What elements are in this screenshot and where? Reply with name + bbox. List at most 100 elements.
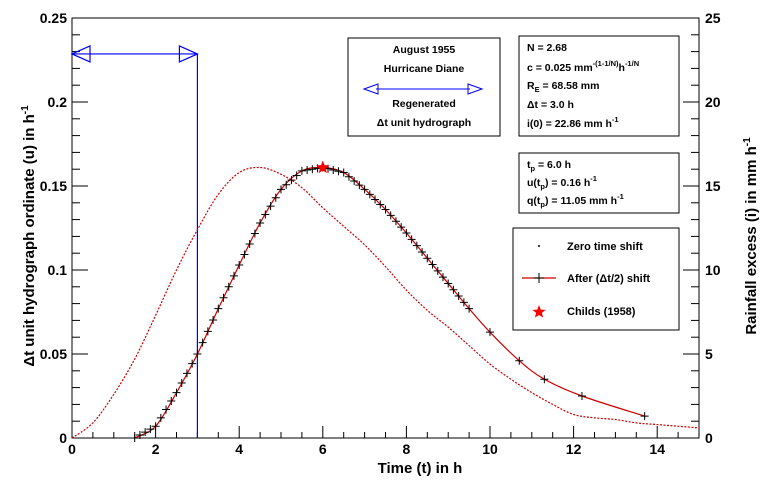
peak-box: tp = 6.0 h u(tp) = 0.16 h-1 q(tp) = 11.0… bbox=[518, 152, 680, 214]
data-point-marker bbox=[167, 397, 176, 406]
data-point-marker bbox=[256, 218, 265, 227]
data-point-marker bbox=[229, 271, 238, 280]
data-point-marker bbox=[449, 285, 458, 294]
data-point-marker bbox=[397, 223, 406, 232]
y-axis-label: Δt unit hydrograph ordinate (u) in h-1 bbox=[20, 105, 38, 367]
data-point-marker bbox=[344, 172, 353, 181]
legend-dot-marker bbox=[538, 245, 540, 247]
data-point-marker bbox=[277, 185, 285, 194]
parameter-box: N = 2.68 c = 0.025 mm-(1-1/N)h-1/N RE = … bbox=[518, 35, 680, 137]
data-point-marker bbox=[292, 171, 301, 180]
data-point-marker bbox=[198, 338, 207, 347]
x-tick-label: 4 bbox=[235, 441, 243, 457]
data-point-marker bbox=[407, 235, 416, 244]
data-point-marker bbox=[339, 168, 348, 177]
param-dt: Δt = 3.0 h bbox=[527, 99, 574, 111]
peak-u: u(tp) = 0.16 h-1 bbox=[527, 174, 597, 191]
legend-star-icon bbox=[532, 305, 546, 318]
peak-tp: tp = 6.0 h bbox=[527, 159, 571, 173]
data-point-marker bbox=[282, 180, 291, 189]
data-point-marker bbox=[329, 166, 338, 175]
legend-entry-zero-shift: Zero time shift bbox=[538, 241, 643, 253]
y2-tick-label: 25 bbox=[705, 10, 721, 26]
event-line-4: Δt unit hydrograph bbox=[377, 117, 471, 129]
axes: 0 2 4 6 8 10 12 14 0 0.05 0.1 0.15 0.2 0.25 0 5 10 15 20 25 bbox=[40, 10, 721, 457]
data-point-marker bbox=[156, 413, 165, 422]
data-point-marker bbox=[640, 412, 649, 421]
data-point-marker bbox=[203, 327, 212, 336]
x-tick-label: 2 bbox=[152, 441, 160, 457]
series-zero-shift-line bbox=[71, 166, 700, 439]
data-point-marker bbox=[454, 292, 463, 301]
y2-tick-label: 15 bbox=[705, 178, 721, 194]
legend-entry-childs: Childs (1958) bbox=[532, 305, 636, 318]
data-point-marker bbox=[355, 181, 364, 190]
event-line-3: Regenerated bbox=[392, 98, 456, 110]
data-point-marker bbox=[428, 260, 437, 269]
legend: Zero time shift After (Δt/2) shift Child… bbox=[512, 227, 680, 331]
data-point-marker bbox=[376, 200, 385, 209]
data-point-marker bbox=[250, 229, 259, 238]
y-tick-label: 0.05 bbox=[40, 346, 67, 362]
data-point-marker bbox=[418, 247, 427, 256]
x-tick-label: 0 bbox=[68, 441, 76, 457]
legend-label-shifted: After (Δt/2) shift bbox=[567, 273, 650, 285]
y-tick-label: 0.1 bbox=[48, 262, 68, 278]
data-point-marker bbox=[402, 229, 411, 238]
data-point-marker bbox=[162, 405, 171, 414]
data-point-marker bbox=[515, 356, 524, 365]
data-point-marker bbox=[433, 266, 442, 275]
legend-label-childs: Childs (1958) bbox=[567, 306, 636, 318]
data-point-marker bbox=[287, 176, 296, 185]
data-point-marker bbox=[193, 350, 202, 358]
data-point-marker bbox=[465, 304, 474, 313]
x-tick-label: 8 bbox=[403, 441, 411, 457]
y2-tick-label: 20 bbox=[705, 94, 721, 110]
series-layer bbox=[71, 160, 700, 442]
x-tick-label: 10 bbox=[482, 441, 498, 457]
y-tick-label: 0.2 bbox=[48, 94, 68, 110]
data-point-marker bbox=[172, 388, 181, 397]
data-point-marker bbox=[151, 422, 160, 431]
data-point-marker bbox=[235, 260, 244, 269]
event-line-2: Hurricane Diane bbox=[384, 63, 465, 75]
data-point-marker bbox=[577, 392, 586, 400]
data-point-marker bbox=[486, 328, 494, 337]
data-point-marker bbox=[261, 210, 270, 219]
param-i0: i(0) = 22.86 mm h-1 bbox=[527, 115, 619, 130]
data-point-marker bbox=[219, 293, 228, 302]
data-point-marker bbox=[423, 254, 432, 263]
x-axis-label: Time (t) in h bbox=[378, 460, 463, 477]
x-tick-label: 14 bbox=[649, 441, 665, 457]
data-point-marker bbox=[365, 190, 374, 199]
data-point-marker bbox=[182, 369, 191, 378]
y2-tick-label: 10 bbox=[705, 262, 721, 278]
data-point-marker bbox=[245, 239, 254, 248]
data-point-marker bbox=[209, 315, 218, 324]
peak-q: q(tp) = 11.05 mm h-1 bbox=[527, 192, 624, 209]
data-point-marker bbox=[130, 434, 139, 442]
data-point-marker bbox=[224, 282, 233, 291]
data-point-marker bbox=[141, 428, 150, 437]
data-point-marker bbox=[391, 217, 400, 226]
event-annotation-box: August 1955 Hurricane Diane Regenerated … bbox=[347, 37, 501, 137]
param-re: RE = 68.58 mm bbox=[527, 80, 599, 94]
data-point-marker bbox=[177, 378, 186, 387]
x-tick-label: 6 bbox=[319, 441, 327, 457]
data-point-marker bbox=[360, 185, 369, 194]
data-point-marker bbox=[386, 211, 395, 220]
param-c: c = 0.025 mm-(1-1/N)h-1/N bbox=[527, 59, 639, 74]
data-point-marker bbox=[297, 166, 306, 175]
data-point-marker bbox=[214, 304, 223, 313]
rainfall-pulse bbox=[70, 45, 199, 438]
rainfall-arrow-right-icon bbox=[178, 45, 199, 63]
param-n: N = 2.68 bbox=[527, 42, 567, 54]
data-point-marker bbox=[303, 166, 312, 175]
x-tick-label: 12 bbox=[566, 441, 582, 457]
data-point-marker bbox=[350, 176, 359, 185]
data-point-marker bbox=[412, 241, 421, 250]
y2-axis-label: Rainfall excess (i) in mm h-1 bbox=[742, 137, 760, 335]
data-point-marker bbox=[188, 359, 197, 368]
data-point-marker bbox=[444, 279, 453, 288]
